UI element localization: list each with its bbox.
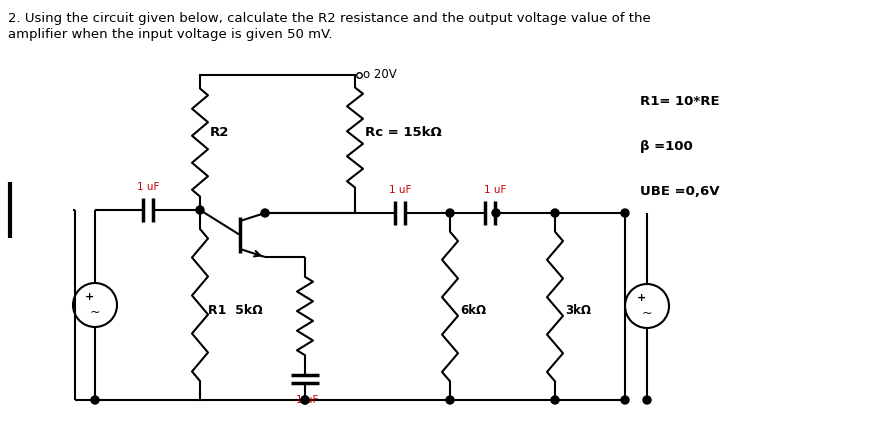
Circle shape [300, 396, 309, 404]
Text: ~: ~ [641, 307, 651, 320]
Text: β =100: β =100 [639, 140, 692, 153]
Text: 1 uF: 1 uF [388, 185, 411, 195]
Circle shape [643, 396, 651, 404]
Text: o 20V: o 20V [363, 68, 396, 81]
Text: +: + [637, 293, 646, 303]
Text: 1 uF: 1 uF [296, 395, 318, 405]
Text: UBE =0,6V: UBE =0,6V [639, 185, 719, 198]
Circle shape [196, 206, 204, 214]
Text: 6kΩ: 6kΩ [459, 304, 486, 317]
Circle shape [620, 209, 629, 217]
Text: amplifier when the input voltage is given 50 mV.: amplifier when the input voltage is give… [8, 28, 332, 41]
Text: R1= 10*RE: R1= 10*RE [639, 95, 719, 108]
Text: 1 uF: 1 uF [137, 182, 159, 192]
Circle shape [492, 209, 500, 217]
Text: 2. Using the circuit given below, calculate the R2 resistance and the output vol: 2. Using the circuit given below, calcul… [8, 12, 650, 25]
Text: R1  5kΩ: R1 5kΩ [208, 304, 263, 317]
Circle shape [551, 396, 558, 404]
Text: Rc = 15kΩ: Rc = 15kΩ [364, 126, 442, 139]
Circle shape [445, 209, 453, 217]
Text: ~: ~ [90, 306, 100, 319]
Text: 3kΩ: 3kΩ [565, 304, 590, 317]
Circle shape [261, 209, 269, 217]
Circle shape [91, 396, 99, 404]
Circle shape [551, 209, 558, 217]
Circle shape [620, 396, 629, 404]
Text: 1 uF: 1 uF [483, 185, 506, 195]
Circle shape [445, 396, 453, 404]
Circle shape [300, 396, 309, 404]
Text: R2: R2 [210, 126, 229, 139]
Text: +: + [85, 292, 95, 302]
